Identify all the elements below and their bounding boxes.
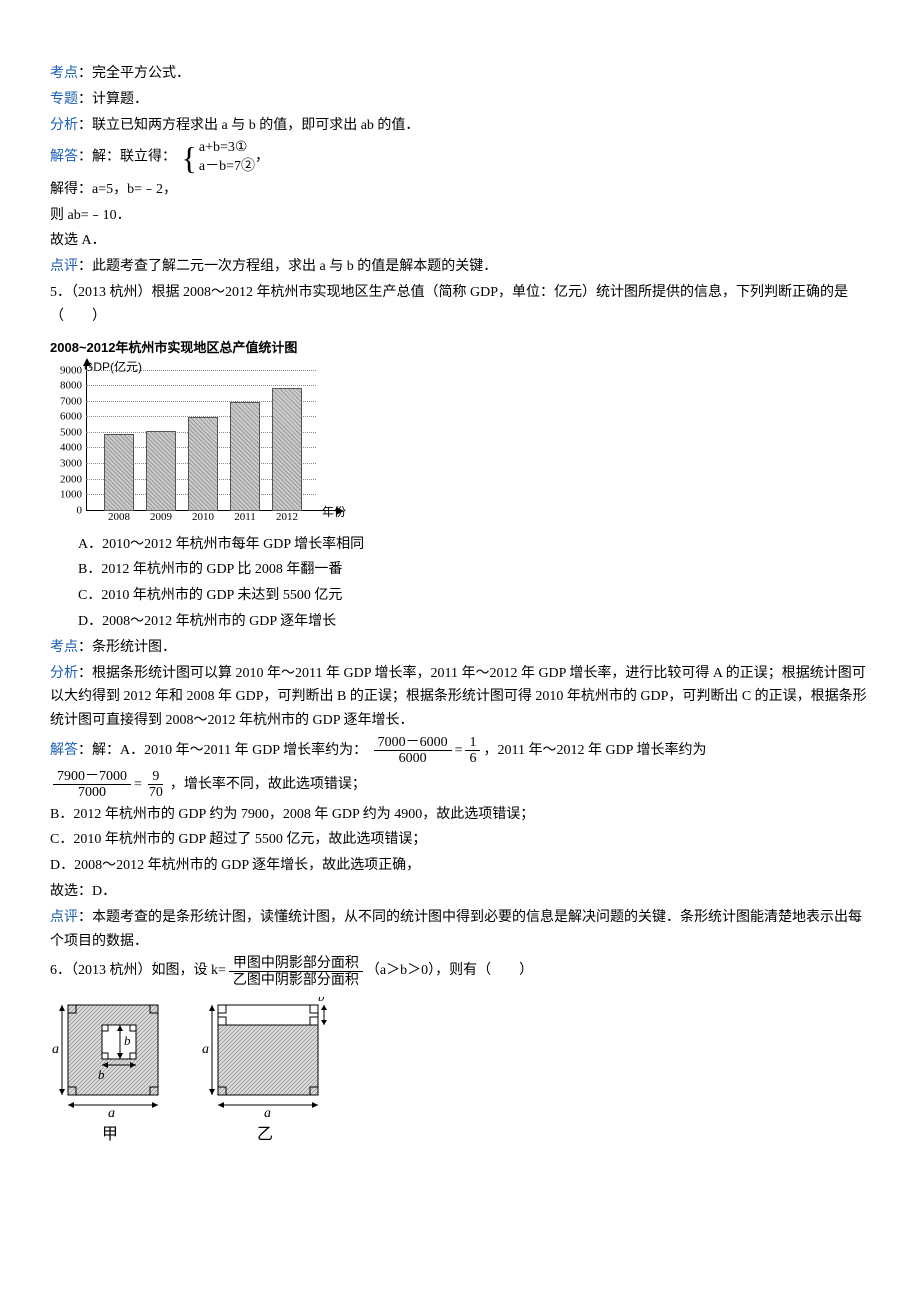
figure-jia-svg: a a b b — [50, 997, 170, 1117]
bar — [230, 402, 260, 511]
eq-line2: a－b=7② — [199, 158, 255, 176]
y-tick-label: 7000 — [60, 396, 82, 407]
fig-yi-label: 乙 — [257, 1121, 273, 1148]
fraction-3: 7900－70007000 — [53, 769, 131, 801]
x-tick-label: 2011 — [234, 508, 256, 527]
bar — [272, 388, 302, 511]
q5-kaodian: 考点：条形统计图． — [50, 636, 870, 660]
q5-ansB: B．2012 年杭州市的 GDP 约为 7900，2008 年 GDP 约为 4… — [50, 803, 870, 827]
zhuanti-text: ：计算题． — [78, 92, 148, 107]
x-tick-label: 2012 — [276, 508, 298, 527]
q5-stem: 5．（2013 杭州）根据 2008～2012 年杭州市实现地区生产总值（简称 … — [50, 281, 870, 329]
q6-figures: a a b b 甲 a a — [50, 997, 870, 1148]
q6-fraction: 甲图中阴影部分面积乙图中阴影部分面积 — [229, 955, 363, 987]
fraction-4: 970 — [145, 769, 167, 801]
y-tick-label: 0 — [77, 505, 83, 516]
q5-options: A．2010～2012 年杭州市每年 GDP 增长率相同 B．2012 年杭州市… — [50, 533, 870, 634]
dianping-label: 点评 — [50, 259, 78, 274]
y-tick-label: 4000 — [60, 443, 82, 454]
dianping-text: ：此题考查了解二元一次方程组，求出 a 与 b 的值是解本题的关键． — [78, 259, 497, 274]
x-tick-label: 2009 — [150, 508, 172, 527]
y-tick-label: 8000 — [60, 381, 82, 392]
solve-line2: 则 ab=﹣10． — [50, 204, 870, 228]
x-tick-label: 2008 — [108, 508, 130, 527]
q5-select: 故选：D． — [50, 880, 870, 904]
q5-optA: A．2010～2012 年杭州市每年 GDP 增长率相同 — [78, 533, 870, 557]
x-tick-label: 2010 — [192, 508, 214, 527]
svg-text:b: b — [98, 1067, 105, 1082]
kaodian-text: ：完全平方公式． — [78, 66, 190, 81]
zhuanti-line: 专题：计算题． — [50, 88, 870, 112]
chart-xlabel: 年份 — [322, 502, 346, 522]
q5-jieda: 解答：解：A．2010 年～2011 年 GDP 增长率约为： 7000－600… — [50, 735, 870, 767]
figure-yi-svg: a a b — [200, 997, 330, 1117]
fenxi-line: 分析：联立已知两方程求出 a 与 b 的值，即可求出 ab 的值． — [50, 114, 870, 138]
fraction-1: 7000－60006000 — [374, 735, 452, 767]
fig-jia-label: 甲 — [102, 1121, 118, 1148]
q5-ansD: D．2008～2012 年杭州市的 GDP 逐年增长，故此选项正确， — [50, 854, 870, 878]
eq-line1: a+b=3① — [199, 139, 255, 157]
left-brace: { — [182, 142, 197, 174]
q5-optC: C．2010 年杭州市的 GDP 未达到 5500 亿元 — [78, 584, 870, 608]
jieda-label: 解答 — [50, 150, 78, 165]
svg-text:a: a — [52, 1042, 59, 1057]
fenxi-text: ：联立已知两方程求出 a 与 b 的值，即可求出 ab 的值． — [78, 118, 419, 133]
y-arrow-icon — [83, 358, 91, 366]
y-tick-label: 1000 — [60, 490, 82, 501]
bar-chart: 2008~2012年杭州市实现地区总产值统计图 GDP(亿元) 年份 01000… — [50, 337, 870, 529]
fraction-2: 16 — [465, 735, 480, 767]
q5-fenxi: 分析：根据条形统计图可以算 2010 年～2011 年 GDP 增长率，2011… — [50, 662, 870, 733]
plot-area — [86, 371, 316, 511]
bar — [188, 417, 218, 510]
figure-yi: a a b 乙 — [200, 997, 330, 1148]
kaodian-line: 考点：完全平方公式． — [50, 62, 870, 86]
y-tick-label: 3000 — [60, 458, 82, 469]
grid-line — [86, 370, 316, 371]
svg-text:b: b — [124, 1033, 131, 1048]
chart-box: GDP(亿元) 年份 01000200030004000500060007000… — [50, 361, 340, 529]
zhuanti-label: 专题 — [50, 92, 78, 107]
q5-optB: B．2012 年杭州市的 GDP 比 2008 年翻一番 — [78, 558, 870, 582]
q6-stem: 6．（2013 杭州）如图，设 k=甲图中阴影部分面积乙图中阴影部分面积（a＞b… — [50, 955, 870, 987]
q5-dianping: 点评：本题考查的是条形统计图，读懂统计图，从不同的统计图中得到必要的信息是解决问… — [50, 906, 870, 954]
equation-system: { a+b=3① a－b=7② — [180, 139, 255, 175]
dianping-line: 点评：此题考查了解二元一次方程组，求出 a 与 b 的值是解本题的关键． — [50, 255, 870, 279]
bar — [104, 434, 134, 510]
bar — [146, 431, 176, 510]
comma: ， — [255, 150, 269, 165]
q5-optD: D．2008～2012 年杭州市的 GDP 逐年增长 — [78, 610, 870, 634]
svg-text:a: a — [108, 1106, 115, 1117]
select-line: 故选 A． — [50, 229, 870, 253]
fenxi-label: 分析 — [50, 118, 78, 133]
svg-text:a: a — [264, 1106, 271, 1117]
solve-line1: 解得：a=5，b=﹣2， — [50, 178, 870, 202]
figure-jia: a a b b 甲 — [50, 997, 170, 1148]
kaodian-label: 考点 — [50, 66, 78, 81]
y-tick-label: 2000 — [60, 474, 82, 485]
jieda-line: 解答：解：联立得： { a+b=3① a－b=7② ， — [50, 139, 870, 175]
chart-title: 2008~2012年杭州市实现地区总产值统计图 — [50, 337, 870, 359]
y-tick-label: 9000 — [60, 365, 82, 376]
q5-ansC: C．2010 年杭州市的 GDP 超过了 5500 亿元，故此选项错误； — [50, 828, 870, 852]
q5-jieda-cont: 7900－70007000=970，增长率不同，故此选项错误； — [50, 769, 870, 801]
y-tick-label: 6000 — [60, 412, 82, 423]
svg-text:a: a — [202, 1042, 209, 1057]
grid-line — [86, 385, 316, 386]
y-tick-label: 5000 — [60, 427, 82, 438]
jieda-pre: ：解：联立得： — [78, 150, 176, 165]
svg-text:b: b — [318, 997, 325, 1004]
